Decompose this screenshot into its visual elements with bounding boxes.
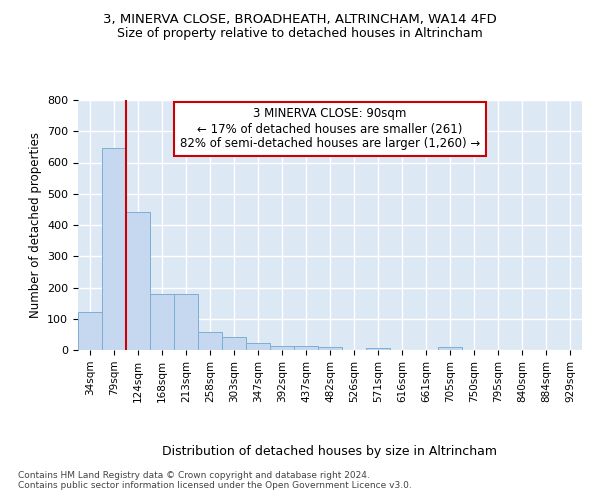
- Bar: [318, 346, 342, 350]
- Text: Size of property relative to detached houses in Altrincham: Size of property relative to detached ho…: [117, 28, 483, 40]
- Bar: [438, 347, 462, 350]
- Bar: [366, 348, 390, 350]
- Text: Distribution of detached houses by size in Altrincham: Distribution of detached houses by size …: [163, 444, 497, 458]
- Bar: [174, 294, 198, 350]
- Bar: [150, 294, 174, 350]
- Bar: [78, 312, 102, 350]
- Text: Contains HM Land Registry data © Crown copyright and database right 2024.: Contains HM Land Registry data © Crown c…: [18, 471, 370, 480]
- Bar: [294, 346, 318, 350]
- Text: 3, MINERVA CLOSE, BROADHEATH, ALTRINCHAM, WA14 4FD: 3, MINERVA CLOSE, BROADHEATH, ALTRINCHAM…: [103, 12, 497, 26]
- Bar: [270, 346, 294, 350]
- Text: Contains public sector information licensed under the Open Government Licence v3: Contains public sector information licen…: [18, 481, 412, 490]
- Bar: [198, 332, 222, 350]
- Bar: [246, 343, 270, 350]
- Y-axis label: Number of detached properties: Number of detached properties: [29, 132, 41, 318]
- Bar: [222, 337, 246, 350]
- Bar: [126, 212, 150, 350]
- Bar: [102, 148, 126, 350]
- Text: 3 MINERVA CLOSE: 90sqm
← 17% of detached houses are smaller (261)
82% of semi-de: 3 MINERVA CLOSE: 90sqm ← 17% of detached…: [180, 108, 480, 150]
